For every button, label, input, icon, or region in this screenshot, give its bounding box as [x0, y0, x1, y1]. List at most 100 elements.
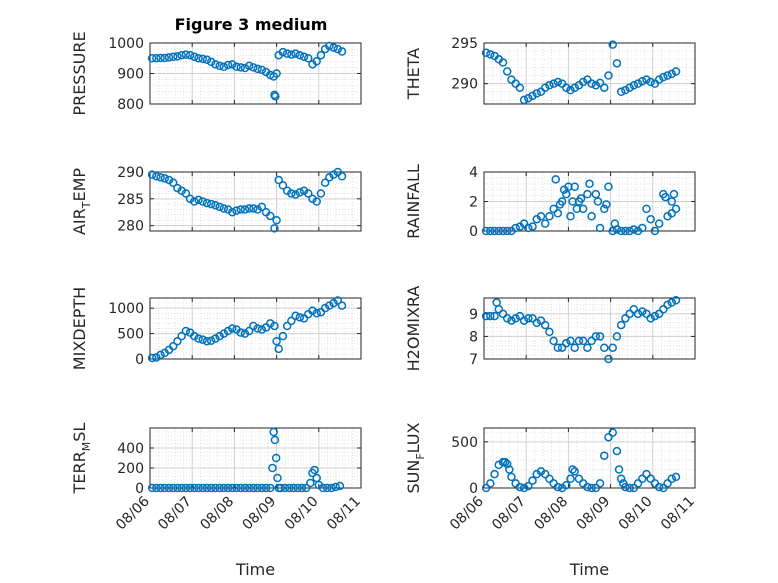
data-point — [570, 83, 579, 92]
data-point — [667, 298, 677, 307]
y-axis-label: SUNFLUX — [404, 422, 427, 493]
data-point — [519, 483, 529, 493]
data-point — [282, 321, 292, 331]
data-point — [316, 50, 326, 60]
x-tick-label: 08/07 — [489, 494, 529, 534]
x-tick-label: 08/09 — [574, 494, 614, 534]
data-point — [667, 197, 677, 206]
data-point — [574, 474, 584, 484]
data-point — [215, 483, 224, 493]
data-point — [545, 212, 554, 221]
data-point — [240, 329, 250, 338]
data-point — [669, 189, 679, 199]
data-point — [629, 225, 639, 234]
data-point — [625, 83, 634, 92]
y-tick-label: 200 — [117, 461, 144, 477]
data-point — [625, 483, 634, 493]
data-point — [616, 320, 626, 330]
data-point — [600, 204, 609, 214]
data-point — [152, 483, 161, 493]
data-point — [202, 483, 212, 493]
data-point — [228, 207, 237, 217]
y-axis-label-main: AIR — [70, 208, 89, 235]
data-point — [232, 483, 241, 493]
data-point — [633, 309, 643, 319]
data-point — [206, 336, 216, 345]
data-point — [240, 63, 250, 73]
data-point — [194, 334, 203, 343]
y-axis-label-main: SUN — [404, 460, 423, 494]
data-point — [566, 212, 575, 221]
x-axis-label: Time — [569, 560, 609, 579]
data-point — [659, 72, 668, 82]
data-point — [329, 170, 338, 179]
data-point — [190, 197, 199, 206]
data-point — [536, 212, 546, 221]
data-point — [608, 343, 617, 352]
data-point — [574, 336, 584, 346]
y-tick-label: 290 — [451, 77, 478, 93]
data-point — [312, 57, 321, 66]
x-tick-label: 08/06 — [113, 493, 153, 533]
y-axis-label-tail: LUX — [404, 422, 423, 453]
data-point — [273, 473, 282, 483]
y-axis-label-tail: SL — [70, 423, 89, 442]
y-tick-label: 2 — [469, 195, 478, 211]
data-point — [595, 479, 605, 488]
data-point — [502, 226, 512, 236]
data-point — [591, 332, 601, 341]
data-point — [240, 205, 250, 214]
data-point — [568, 197, 577, 206]
data-point — [278, 331, 288, 341]
data-point — [583, 343, 592, 352]
data-point — [257, 483, 267, 493]
data-point — [524, 94, 533, 103]
data-point — [236, 483, 245, 493]
data-point — [295, 50, 305, 60]
data-point — [502, 67, 512, 76]
data-point — [612, 332, 622, 341]
data-point — [266, 319, 275, 328]
data-point — [312, 309, 321, 318]
data-point — [228, 324, 237, 333]
x-tick-label: 08/10 — [616, 494, 656, 534]
data-point — [532, 318, 541, 328]
data-point — [616, 226, 626, 236]
data-point — [322, 483, 332, 493]
data-point — [304, 54, 313, 63]
data-point — [587, 212, 596, 221]
data-point — [173, 336, 182, 346]
data-point — [156, 173, 165, 182]
data-point — [152, 353, 161, 362]
data-point — [333, 167, 343, 177]
y-tick-label: 1000 — [108, 301, 144, 317]
data-point — [206, 57, 216, 67]
data-point — [562, 338, 571, 348]
data-point — [177, 483, 186, 493]
data-point — [507, 472, 516, 482]
data-point — [511, 314, 520, 323]
data-point — [253, 64, 262, 74]
data-point — [270, 321, 279, 331]
data-point — [498, 226, 508, 236]
data-point — [650, 311, 660, 321]
data-point — [181, 483, 191, 493]
data-point — [337, 47, 347, 56]
data-point — [223, 483, 233, 493]
data-point — [280, 483, 290, 493]
data-point — [553, 343, 563, 352]
data-point — [540, 219, 550, 228]
y-axis-label: RAINFALL — [404, 164, 423, 239]
data-point — [545, 474, 554, 484]
data-point — [168, 52, 178, 61]
data-point — [528, 314, 537, 323]
data-point — [621, 85, 630, 95]
y-tick-label: 0 — [135, 481, 144, 497]
data-point — [202, 55, 212, 65]
data-point — [257, 325, 267, 334]
y-tick-label: 900 — [117, 67, 144, 83]
data-point — [249, 63, 258, 72]
data-point — [185, 483, 195, 493]
data-point — [587, 483, 596, 493]
data-point — [663, 479, 672, 488]
